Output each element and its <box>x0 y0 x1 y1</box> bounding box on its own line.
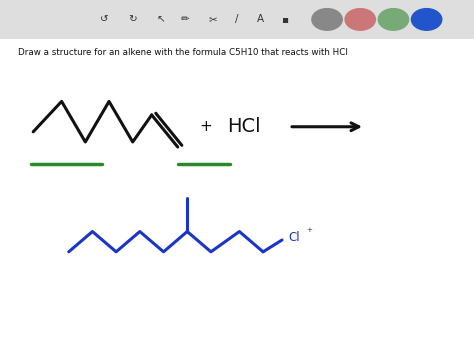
Text: ↺: ↺ <box>100 15 109 24</box>
Text: Draw a structure for an alkene with the formula C5H10 that reacts with HCl: Draw a structure for an alkene with the … <box>18 48 348 57</box>
Text: ▪: ▪ <box>281 15 288 24</box>
Circle shape <box>312 9 342 30</box>
Text: ↖: ↖ <box>157 15 165 24</box>
Circle shape <box>411 9 442 30</box>
Text: ↻: ↻ <box>128 15 137 24</box>
Text: +: + <box>306 226 312 233</box>
Text: +: + <box>200 119 212 134</box>
Circle shape <box>345 9 375 30</box>
Text: HCl: HCl <box>228 117 261 136</box>
Bar <box>0 0 474 39</box>
Text: A: A <box>257 15 264 24</box>
Circle shape <box>378 9 409 30</box>
Text: Cl: Cl <box>288 232 300 244</box>
Text: ✏: ✏ <box>181 15 189 24</box>
Text: /: / <box>235 15 239 24</box>
Text: ✂: ✂ <box>209 15 218 24</box>
